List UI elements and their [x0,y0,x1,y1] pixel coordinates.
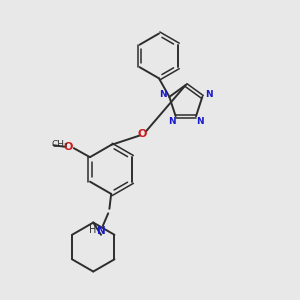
Text: N: N [97,226,105,236]
Text: O: O [64,142,73,152]
Text: N: N [205,90,212,99]
Text: CH₃: CH₃ [51,140,68,149]
Text: N: N [168,117,176,126]
Text: H: H [89,225,96,235]
Text: N: N [159,90,167,99]
Text: N: N [196,117,204,126]
Text: O: O [138,129,147,139]
